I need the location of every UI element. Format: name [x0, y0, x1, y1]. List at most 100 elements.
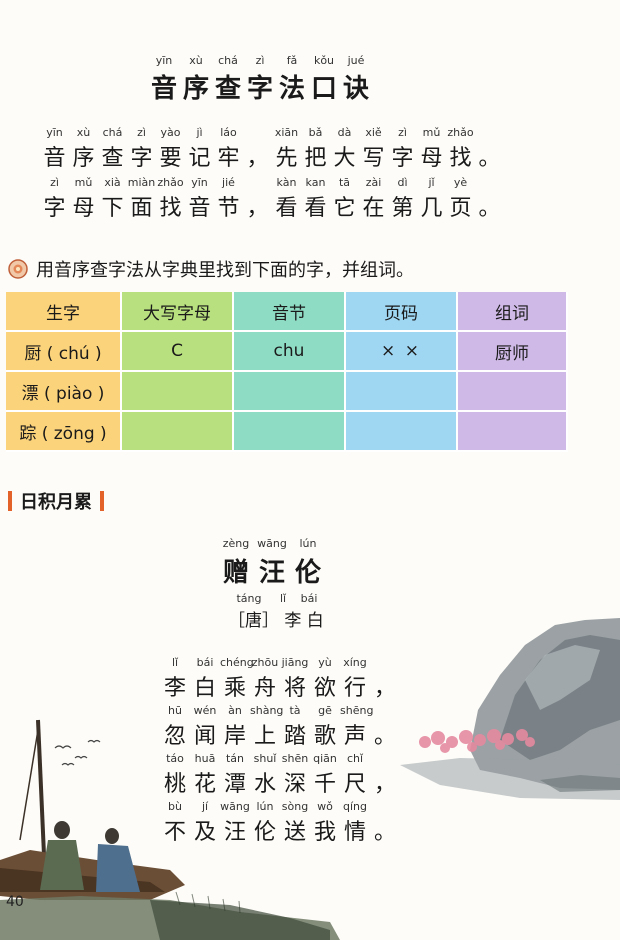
- poem-punct: 。: [373, 820, 396, 845]
- pinyin-syllable: xià: [104, 176, 121, 189]
- pinyin-syllable: zhǎo: [157, 176, 184, 189]
- pinyin-syllable: kǒu: [313, 54, 335, 67]
- verse-punct: ，: [246, 196, 269, 221]
- poem-char: 闻: [193, 724, 216, 749]
- pinyin-syllable: bái: [300, 592, 318, 605]
- pinyin-syllable: wén: [193, 704, 217, 717]
- poem-char: 花: [193, 772, 216, 797]
- pinyin-syllable: chá: [218, 54, 238, 67]
- cell-new-char: 踪 ( zōng ): [6, 412, 122, 452]
- poem-char: 水: [253, 772, 276, 797]
- cell-word-answer[interactable]: [458, 412, 568, 452]
- cell-page-number-answer[interactable]: [346, 412, 458, 452]
- verse-char: 下: [101, 196, 124, 221]
- poem-char: 忽: [163, 724, 186, 749]
- title-char: 伦: [294, 558, 321, 588]
- instruction-text: 用音序查字法从字典里找到下面的字，并组词。: [36, 260, 414, 281]
- cell-syllable-answer[interactable]: [234, 372, 346, 412]
- verse-char: 牢: [217, 146, 240, 171]
- pinyin-syllable: jí: [201, 800, 209, 813]
- title-char: 汪: [258, 558, 285, 588]
- pinyin-syllable: dì: [397, 176, 408, 189]
- header-capital-letter: 大写字母: [122, 292, 234, 332]
- exercise-table: 生字 大写字母 音节 页码 组词 厨 ( chú ) C chu × × 厨师 …: [6, 292, 568, 452]
- pinyin-syllable: lǐ: [279, 592, 287, 605]
- pinyin-syllable: wāng: [220, 800, 250, 813]
- cell-capital-letter-answer[interactable]: [122, 372, 234, 412]
- verse-char: 在: [362, 196, 385, 221]
- pinyin-syllable: yīn: [46, 126, 63, 139]
- title-char: 字: [246, 74, 273, 104]
- pinyin-syllable: jiāng: [281, 656, 309, 669]
- cell-capital-letter-answer[interactable]: [122, 412, 234, 452]
- pinyin-syllable: xiān: [274, 126, 299, 139]
- cell-syllable-answer[interactable]: [234, 412, 346, 452]
- cell-page-number-answer[interactable]: [346, 372, 458, 412]
- verse-char: 母: [72, 196, 95, 221]
- verse-char: 写: [362, 146, 385, 171]
- pinyin-syllable: jì: [196, 126, 203, 139]
- header-page-number: 页码: [346, 292, 458, 332]
- pinyin-syllable: hū: [168, 704, 182, 717]
- poem-char: 不: [163, 820, 186, 845]
- cell-new-char: 厨 ( chú ): [6, 332, 122, 372]
- table-row: 厨 ( chú ) C chu × × 厨师: [6, 332, 568, 372]
- verse-char: 找: [159, 196, 182, 221]
- pinyin-syllable: qiān: [313, 752, 337, 765]
- verse-char: 音: [188, 196, 211, 221]
- poem-char: 情: [343, 820, 366, 845]
- verse-char: 节: [217, 196, 240, 221]
- pinyin-syllable: chá: [102, 126, 123, 139]
- poem-char: 踏: [283, 724, 306, 749]
- poem-char: 伦: [253, 820, 276, 845]
- cell-word-answer[interactable]: [458, 372, 568, 412]
- verse-char: 字: [391, 146, 414, 171]
- flower-icon: [8, 259, 28, 279]
- pinyin-syllable: wǒ: [317, 800, 333, 813]
- verse-char: 看: [304, 196, 327, 221]
- header-word: 组词: [458, 292, 568, 332]
- section-bar-right: [100, 491, 104, 511]
- poem-char: 岸: [223, 724, 246, 749]
- poem-char: 欲: [313, 676, 336, 701]
- poem-char: 白: [193, 676, 216, 701]
- poem-char: 我: [313, 820, 336, 845]
- pinyin-syllable: lún: [256, 800, 274, 813]
- pinyin-syllable: zì: [50, 176, 59, 189]
- verse-char: 大: [333, 146, 356, 171]
- pinyin-syllable: xiě: [365, 126, 382, 139]
- cell-page-number: × ×: [346, 332, 458, 372]
- pinyin-syllable: yè: [453, 176, 468, 189]
- poem-char: 乘: [223, 676, 246, 701]
- pinyin-syllable: sòng: [281, 800, 309, 813]
- pinyin-syllable: kan: [305, 176, 326, 189]
- title-char: 赠: [222, 558, 249, 588]
- pinyin-syllable: kàn: [276, 176, 297, 189]
- pinyin-syllable: yù: [318, 656, 332, 669]
- cell-word: 厨师: [458, 332, 568, 372]
- section-header: 日积月累: [8, 488, 104, 514]
- poem-char: 及: [193, 820, 216, 845]
- pinyin-syllable: xù: [76, 126, 91, 139]
- pinyin-syllable: zhōu: [251, 656, 279, 669]
- pinyin-syllable: zài: [365, 176, 382, 189]
- pinyin-syllable: jué: [347, 54, 365, 67]
- section-label: 日积月累: [20, 492, 92, 513]
- poem-char: 声: [343, 724, 366, 749]
- title-char: 序: [182, 74, 209, 104]
- pinyin-syllable: chǐ: [346, 752, 364, 765]
- pinyin-syllable: yīn: [155, 54, 173, 67]
- pinyin-syllable: láo: [220, 126, 237, 139]
- section-bar-left: [8, 491, 12, 511]
- pinyin-syllable: lún: [299, 537, 317, 550]
- pinyin-syllable: shēng: [340, 704, 374, 717]
- pinyin-syllable: zì: [398, 126, 407, 139]
- poem-punct: 。: [373, 724, 396, 749]
- verse-char: 字: [43, 196, 66, 221]
- verse-char: 它: [333, 196, 356, 221]
- title-char: 口: [310, 74, 337, 104]
- pinyin-syllable: tán: [225, 752, 245, 765]
- poem-char: 潭: [223, 772, 246, 797]
- pinyin-syllable: táng: [236, 592, 262, 605]
- title-char: 诀: [342, 74, 369, 104]
